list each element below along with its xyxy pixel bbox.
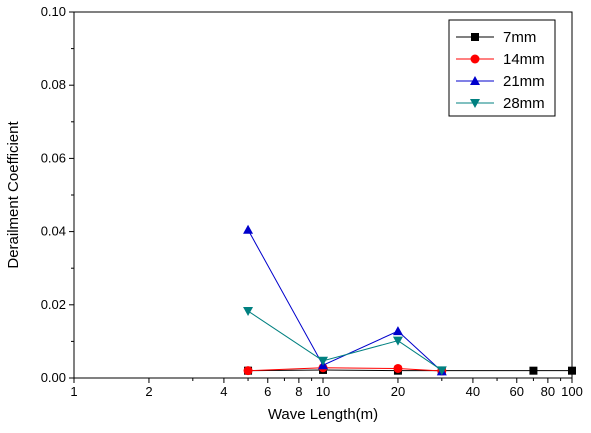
x-axis: 1 2 4 6 8 10 20 40 60 80 100 <box>70 378 583 399</box>
y-tick-label: 0.06 <box>41 150 66 165</box>
x-tick-label: 10 <box>316 384 330 399</box>
x-tick-label: 20 <box>391 384 405 399</box>
series-layer <box>243 224 576 376</box>
x-tick-label: 100 <box>561 384 583 399</box>
x-tick-label: 40 <box>466 384 480 399</box>
legend-box <box>448 19 556 117</box>
data-point <box>243 366 253 376</box>
legend-label: 7mm <box>503 29 536 46</box>
x-tick-label: 4 <box>220 384 227 399</box>
data-point <box>392 336 403 346</box>
series-21mm <box>243 224 447 376</box>
x-tick-label: 8 <box>295 384 302 399</box>
y-axis: 0.00 0.02 0.04 0.06 0.08 0.10 <box>41 4 74 385</box>
data-point <box>243 307 254 317</box>
data-point <box>392 326 403 336</box>
y-tick-label: 0.08 <box>41 77 66 92</box>
y-tick-label: 0.04 <box>41 224 66 239</box>
series-28mm <box>243 307 447 376</box>
legend-label: 14mm <box>503 51 545 68</box>
data-point <box>436 366 447 376</box>
x-tick-label: 6 <box>264 384 271 399</box>
series-line <box>248 367 442 372</box>
x-tick-label: 60 <box>510 384 524 399</box>
data-point <box>393 363 403 373</box>
series-line <box>248 369 572 372</box>
y-tick-label: 0.00 <box>41 370 66 385</box>
series-line <box>247 229 443 372</box>
y-axis-title: Derailment Coefficient <box>5 121 22 269</box>
x-tick-label: 1 <box>70 384 77 399</box>
legend: 7mm 14mm 21mm 28mm <box>448 19 556 117</box>
legend-label: 28mm <box>503 95 545 112</box>
data-point <box>318 356 328 366</box>
series-line <box>247 310 443 371</box>
legend-marker <box>470 76 480 85</box>
x-tick-label: 2 <box>145 384 152 399</box>
x-tick-label: 80 <box>541 384 555 399</box>
legend-label: 21mm <box>503 73 545 90</box>
y-tick-label: 0.10 <box>41 4 66 19</box>
y-tick-label: 0.02 <box>41 297 66 312</box>
legend-marker <box>471 33 479 41</box>
data-point <box>568 366 576 375</box>
legend-marker <box>470 54 480 64</box>
x-axis-title: Wave Length(m) <box>268 406 378 423</box>
legend-marker <box>470 99 480 108</box>
data-point <box>243 224 254 234</box>
data-point <box>529 366 538 375</box>
